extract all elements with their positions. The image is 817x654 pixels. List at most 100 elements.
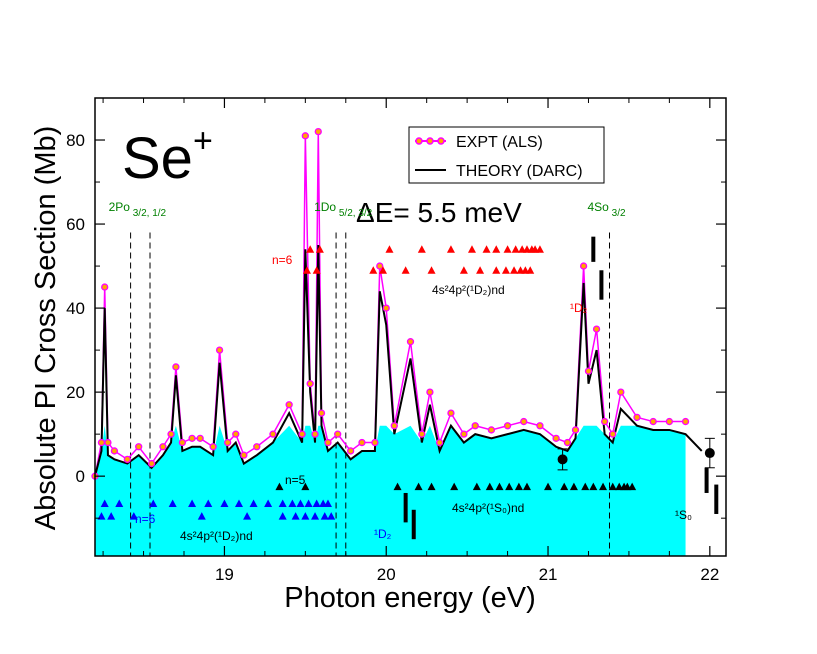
threshold-label-sub-4: 3/2 <box>609 208 626 219</box>
red-triangle <box>482 245 491 253</box>
black-triangle <box>589 482 598 491</box>
series-lines <box>94 131 703 477</box>
black-triangle <box>628 482 637 491</box>
expt-point <box>426 388 434 396</box>
legend-expt-marker <box>437 137 445 145</box>
expt-point <box>311 430 319 438</box>
series-markers <box>91 127 715 480</box>
blue-triangle <box>323 499 332 507</box>
black-triangle <box>608 482 617 491</box>
blue-triangle <box>327 512 336 520</box>
expt-point <box>324 438 332 447</box>
expt-point <box>358 438 366 447</box>
black-triangle <box>301 482 310 491</box>
blue-triangle <box>234 499 243 507</box>
expt-point <box>665 417 674 426</box>
threshold-label-sub-2: 5/2, 3/2 <box>336 208 373 219</box>
blue-triangle <box>278 499 287 507</box>
red-triangle <box>401 266 410 274</box>
expt-point <box>649 417 657 426</box>
expt-point <box>579 262 588 270</box>
red-triangle <box>492 266 501 274</box>
legend-expt-label: EXPT (ALS) <box>456 134 543 151</box>
y-tick-label: 0 <box>76 467 85 486</box>
expt-point <box>471 422 479 430</box>
expt-point <box>503 422 512 430</box>
blue-triangle <box>100 499 109 507</box>
expt-point <box>172 363 180 371</box>
expt-point <box>382 304 390 312</box>
black-triangle <box>560 482 569 491</box>
cyan-fill <box>95 425 686 556</box>
annotation-red-n: n=6 <box>272 253 293 267</box>
expt-point <box>390 422 398 430</box>
annotation-blue-n: n=6 <box>135 512 156 526</box>
expt-point <box>317 409 326 417</box>
blue-triangle <box>115 499 124 507</box>
expt-point <box>97 438 106 447</box>
expt-point <box>592 325 601 333</box>
black-triangle <box>544 482 553 491</box>
red-triangle <box>385 245 394 253</box>
expt-point <box>563 438 572 447</box>
blue-triangle <box>168 499 177 507</box>
error-point-0 <box>557 454 568 465</box>
y-tick-label: 60 <box>66 215 85 234</box>
y-tick-label: 80 <box>66 131 85 150</box>
black-triangle <box>414 482 423 491</box>
expt-point <box>487 426 496 434</box>
red-triangle <box>446 245 455 253</box>
blue-triangle <box>197 512 206 520</box>
annotation-black-series: 4s²4p²(¹S₀)nd <box>452 501 524 515</box>
expt-point <box>609 430 617 438</box>
expt-point <box>298 430 306 438</box>
red-triangle <box>378 266 387 274</box>
x-axis-label: Photon energy (eV) <box>284 582 535 614</box>
blue-triangle <box>312 499 321 507</box>
expt-point <box>135 443 143 451</box>
red-triangle <box>306 245 315 253</box>
expt-point <box>215 346 224 354</box>
expt-point <box>253 443 261 451</box>
blue-triangle <box>149 499 158 507</box>
expt-point <box>209 443 217 451</box>
black-triangle <box>485 482 494 491</box>
red-triangle <box>467 245 476 253</box>
blue-triangle <box>129 512 138 520</box>
black-triangle <box>522 482 531 491</box>
red-triangle <box>492 245 501 253</box>
threshold-label-4: 4So 3/2 <box>588 200 626 219</box>
black-triangle <box>472 482 481 491</box>
legend-expt-marker <box>426 137 434 145</box>
expt-point <box>196 434 204 442</box>
expt-point <box>571 426 580 434</box>
expt-point <box>232 430 240 438</box>
y-axis-label: Absolute PI Cross Section (Mb) <box>30 126 62 531</box>
black-triangle <box>393 482 402 491</box>
annotation-blue-series: 4s²4p²(¹D₂)nd <box>180 529 253 543</box>
threshold-dashed-lines <box>130 232 611 556</box>
expt-point <box>123 455 132 464</box>
black-triangle <box>581 482 590 491</box>
error-point-1 <box>704 448 715 459</box>
annotation-black-n: n=5 <box>285 473 306 487</box>
expt-point <box>167 430 175 438</box>
red-triangle <box>503 245 512 253</box>
y-tick-label: 20 <box>66 383 85 402</box>
x-tick-label: 22 <box>700 565 719 584</box>
red-triangle <box>315 245 324 253</box>
red-triangle <box>369 266 378 274</box>
expt-point <box>188 434 196 442</box>
expt-point <box>617 388 625 396</box>
red-triangle <box>476 266 485 274</box>
expt-point <box>633 413 641 421</box>
red-triangle <box>526 266 535 274</box>
red-triangle <box>459 266 468 274</box>
blue-triangle <box>249 499 258 507</box>
annotation-d2-red: ¹D₂ <box>570 301 588 315</box>
x-tick-label: 19 <box>215 565 234 584</box>
black-triangle <box>427 482 436 491</box>
blue-triangle <box>301 512 310 520</box>
blue-triangle <box>296 499 305 507</box>
